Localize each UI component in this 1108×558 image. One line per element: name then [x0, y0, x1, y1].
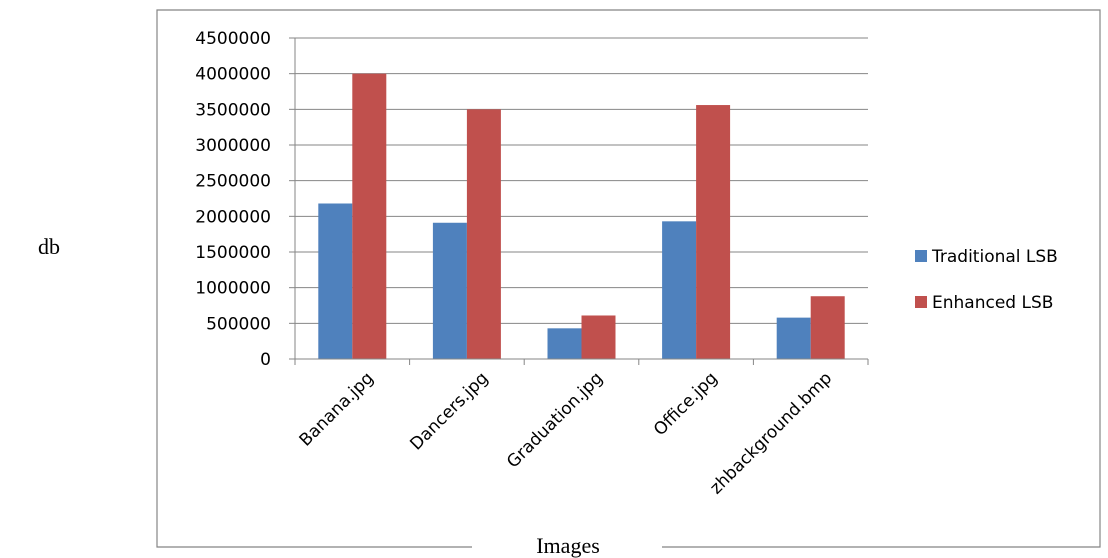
y-tick-label: 3000000 [195, 136, 271, 156]
y-axis-title: db [38, 234, 60, 259]
y-tick-labels: 0 500000 1000000 1500000 2000000 2500000 30000… [195, 29, 271, 370]
x-tick-label: Banana.jpg [296, 368, 378, 450]
y-tick-label: 4000000 [195, 65, 271, 85]
x-tick-label: zhbackground.bmp [706, 368, 836, 498]
y-tick-label: 2500000 [195, 172, 271, 192]
y-tick-label: 1000000 [195, 279, 271, 299]
x-axis-title: Images [536, 533, 600, 558]
bar-enhanced-lsb [810, 296, 845, 359]
legend-label: Traditional LSB [931, 247, 1058, 267]
x-tick-label: Office.jpg [650, 368, 722, 440]
gridlines [295, 37, 868, 324]
legend-swatch [915, 250, 927, 262]
y-tick-label: 2000000 [195, 207, 271, 227]
y-tick-label: 3500000 [195, 100, 271, 120]
axes [289, 37, 869, 365]
legend: Traditional LSB Enhanced LSB [915, 247, 1058, 313]
bar-enhanced-lsb [696, 105, 731, 359]
legend-label: Enhanced LSB [932, 293, 1053, 313]
y-tick-label: 1500000 [195, 243, 271, 263]
x-axis-title-background [474, 544, 660, 552]
y-tick-label: 500000 [206, 314, 271, 334]
bar-traditional-lsb [776, 317, 811, 359]
bar-enhanced-lsb [352, 73, 387, 360]
bar-enhanced-lsb [581, 315, 616, 359]
x-tick-labels: Banana.jpg Dancers.jpg Graduation.jpg Offic… [296, 368, 837, 498]
x-tick-label: Dancers.jpg [406, 368, 492, 454]
legend-swatch [915, 296, 927, 308]
bar-enhanced-lsb [466, 109, 501, 359]
bar-traditional-lsb [318, 203, 353, 359]
bars [318, 73, 845, 360]
y-tick-label: 0 [260, 350, 271, 370]
chart-frame [156, 9, 1101, 548]
y-tick-label: 4500000 [195, 29, 271, 49]
bar-traditional-lsb [662, 221, 697, 359]
x-tick-label: Graduation.jpg [503, 368, 607, 472]
bar-traditional-lsb [547, 328, 582, 359]
bar-traditional-lsb [432, 222, 467, 359]
